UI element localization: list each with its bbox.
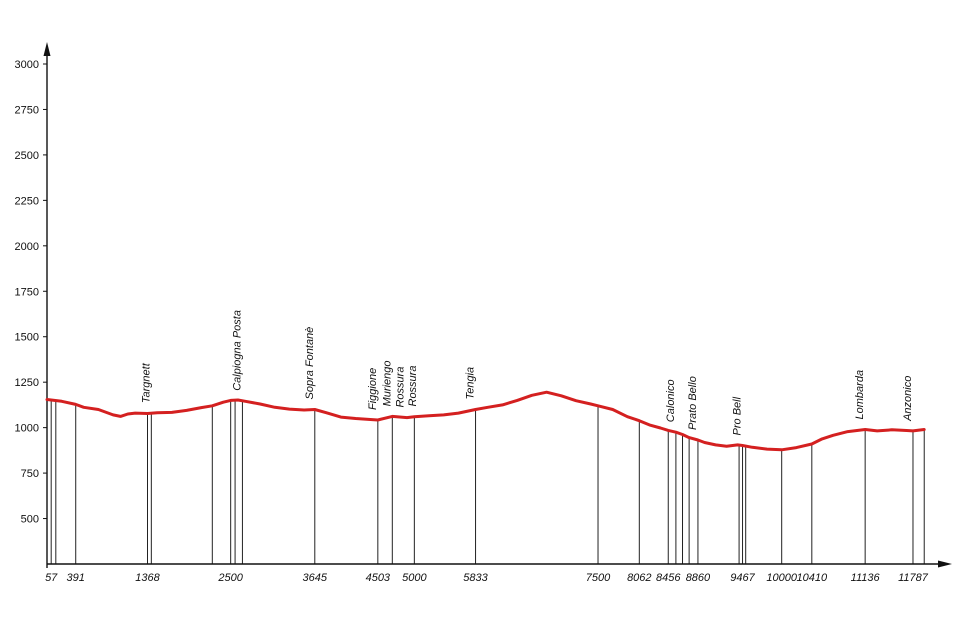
- y-axis-arrow: [43, 42, 51, 56]
- y-tick-label: 1250: [15, 377, 39, 389]
- y-tick-label: 2750: [15, 104, 39, 116]
- y-ticks: 500 750 1000 1250 1500 1750 2000 2250 2500 2750 30…: [15, 59, 47, 526]
- x-axis-arrow: [938, 560, 952, 568]
- place-label: Tengia: [465, 367, 477, 400]
- marker-lines: [50, 400, 925, 564]
- x-tick-label: 5833: [463, 572, 488, 584]
- place-label: Anzonico: [902, 376, 914, 422]
- x-tick-label: 1368: [135, 572, 160, 584]
- place-label: Sopra Fontanè: [304, 327, 316, 400]
- x-tick-label: 391: [67, 572, 85, 584]
- x-tick-label: 5000: [402, 572, 427, 584]
- x-tick-label: 2500: [217, 572, 243, 584]
- place-label: Figgione: [367, 368, 379, 410]
- y-tick-label: 2250: [15, 195, 39, 207]
- place-label: Pro Bell: [732, 396, 744, 435]
- x-tick-label: 8062: [627, 572, 651, 584]
- x-tick-label: 3645: [303, 572, 328, 584]
- x-tick-label: 7500: [586, 572, 611, 584]
- place-labels: Targnett Calpiogna Posta Sopra Fontanè Figg…: [140, 310, 914, 435]
- x-tick-label: 10410: [797, 572, 828, 584]
- y-tick-label: 750: [21, 468, 39, 480]
- y-tick-label: 2000: [15, 241, 39, 253]
- place-label: Calpiogna Posta: [231, 310, 243, 391]
- x-tick-label: 8456: [656, 572, 681, 584]
- x-tick-label: 4503: [366, 572, 391, 584]
- x-tick-label: 10000: [766, 572, 797, 584]
- place-label: Prato Bello: [687, 376, 699, 430]
- x-tick-label: 11787: [898, 572, 929, 584]
- x-tick-label: 57: [45, 572, 58, 584]
- place-label: Lombarda: [854, 370, 866, 420]
- x-tick-label: 11136: [851, 572, 881, 584]
- y-tick-label: 3000: [15, 59, 39, 71]
- x-tick-label: 9467: [730, 572, 755, 584]
- x-tick-label: 8860: [686, 572, 711, 584]
- y-tick-label: 2500: [15, 150, 39, 162]
- place-label: Rossura: [395, 367, 407, 408]
- place-label: Targnett: [140, 362, 152, 403]
- profile-line: [45, 390, 926, 452]
- y-tick-label: 1500: [15, 332, 39, 344]
- place-label: Calonico: [665, 379, 677, 422]
- place-label: Rossura: [407, 366, 419, 407]
- y-tick-label: 500: [21, 514, 39, 526]
- place-label: Muriengo: [381, 361, 393, 407]
- y-tick-label: 1000: [15, 423, 39, 435]
- axes: [43, 42, 952, 568]
- y-tick-label: 1750: [15, 286, 39, 298]
- profile-series: [45, 390, 926, 452]
- x-ticks: 57 391 1368 2500 3645 4503 5000 5833 7500 8062 845…: [45, 572, 929, 584]
